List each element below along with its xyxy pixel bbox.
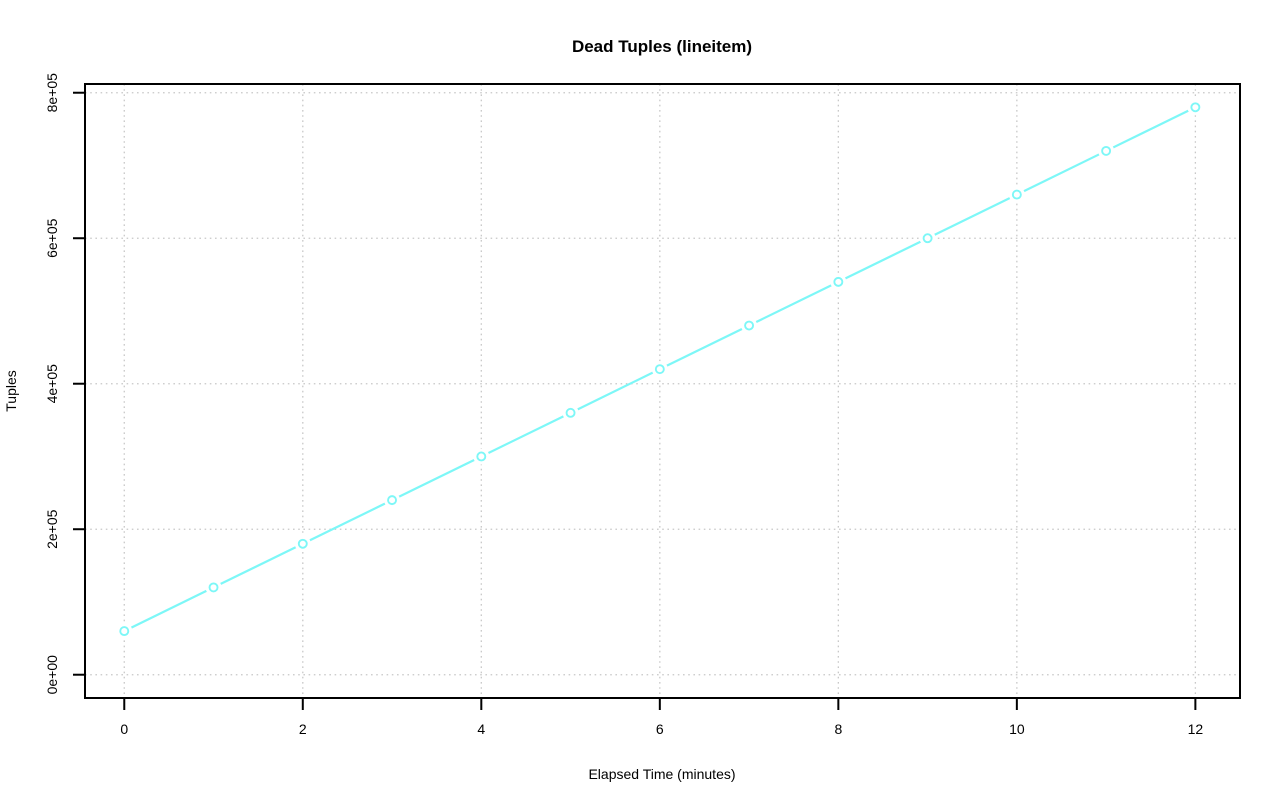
data-point	[119, 626, 130, 637]
data-point	[565, 407, 576, 418]
x-tick-label: 6	[656, 721, 664, 737]
data-point	[1190, 102, 1201, 113]
data-point	[833, 276, 844, 287]
data-point	[387, 495, 397, 506]
y-tick-label: 0e+00	[44, 655, 60, 695]
data-point-mask	[562, 404, 579, 421]
x-tick-label: 12	[1188, 721, 1204, 737]
y-tick-label: 8e+05	[44, 73, 60, 113]
x-tick-label: 8	[834, 721, 842, 737]
data-point-mask	[919, 230, 936, 247]
data-point-mask	[1098, 142, 1115, 159]
data-point-mask	[1187, 99, 1204, 116]
plot-frame	[84, 83, 1241, 699]
series-layer	[116, 99, 1204, 640]
x-tick-label: 2	[299, 721, 307, 737]
data-point	[654, 364, 665, 375]
data-point	[1011, 189, 1022, 200]
x-axis-title: Elapsed Time (minutes)	[588, 766, 735, 782]
data-point	[922, 233, 933, 244]
x-tick-label: 10	[1009, 721, 1025, 737]
data-point-mask	[1008, 186, 1025, 203]
tick-layer	[73, 91, 1197, 710]
grid-layer	[85, 84, 1240, 698]
data-point-mask	[294, 535, 311, 552]
y-tick-label: 6e+05	[44, 218, 60, 258]
frame-layer	[84, 83, 1241, 699]
data-point-mask	[651, 361, 668, 378]
data-point	[744, 320, 755, 331]
data-point	[297, 538, 308, 549]
x-tick-label: 4	[477, 721, 485, 737]
data-point	[476, 451, 487, 462]
data-point	[208, 582, 219, 593]
y-axis-title: Tuples	[3, 370, 19, 412]
data-point-mask	[384, 492, 401, 509]
data-point-mask	[830, 273, 847, 290]
data-point-mask	[205, 579, 222, 596]
x-tick-label: 0	[120, 721, 128, 737]
tick-label-layer: 0 2 4 6 8 10 12 0e+00 2e+05 4e+05 6e+05 8e+05	[44, 73, 1203, 737]
data-point-mask	[473, 448, 490, 465]
y-tick-label: 4e+05	[44, 364, 60, 404]
chart-title: Dead Tuples (lineitem)	[572, 37, 752, 56]
data-point-mask	[741, 317, 758, 334]
y-tick-label: 2e+05	[44, 509, 60, 549]
data-point-mask	[116, 623, 133, 640]
data-point	[1101, 145, 1112, 156]
